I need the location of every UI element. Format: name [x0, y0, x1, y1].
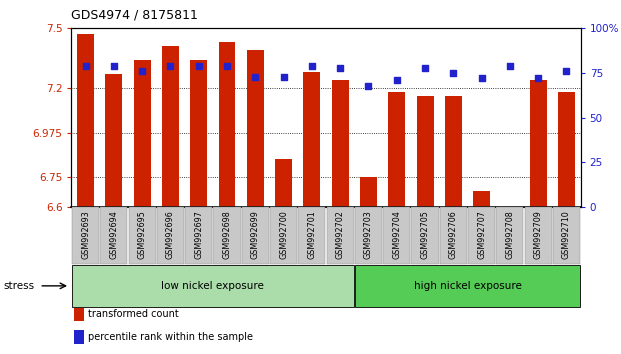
FancyBboxPatch shape [525, 207, 552, 264]
FancyBboxPatch shape [100, 207, 127, 264]
Bar [247, 50, 264, 207]
Point [307, 63, 317, 69]
Text: percentile rank within the sample: percentile rank within the sample [88, 332, 253, 342]
Text: GSM992705: GSM992705 [420, 210, 430, 259]
Bar [304, 72, 320, 207]
Text: stress: stress [3, 281, 34, 291]
Point [392, 77, 402, 83]
Text: GSM992706: GSM992706 [449, 210, 458, 259]
Bar [190, 60, 207, 207]
Point [335, 65, 345, 70]
Text: low nickel exposure: low nickel exposure [161, 281, 265, 291]
Point [165, 63, 175, 69]
Text: GSM992693: GSM992693 [81, 210, 90, 259]
Point [505, 63, 515, 69]
Text: GSM992700: GSM992700 [279, 210, 288, 259]
Text: GSM992709: GSM992709 [533, 210, 543, 259]
Point [81, 63, 91, 69]
Bar [558, 92, 575, 207]
FancyBboxPatch shape [71, 265, 354, 307]
FancyBboxPatch shape [242, 207, 269, 264]
FancyBboxPatch shape [468, 207, 495, 264]
Bar [473, 191, 490, 207]
Text: GSM992704: GSM992704 [392, 210, 401, 259]
Point [222, 63, 232, 69]
FancyBboxPatch shape [129, 207, 156, 264]
Bar [530, 80, 546, 207]
FancyBboxPatch shape [157, 207, 184, 264]
FancyBboxPatch shape [72, 207, 99, 264]
Point [533, 75, 543, 81]
FancyBboxPatch shape [355, 265, 581, 307]
Point [477, 75, 487, 81]
Point [109, 63, 119, 69]
Point [194, 63, 204, 69]
Point [279, 74, 289, 79]
Text: high nickel exposure: high nickel exposure [414, 281, 522, 291]
Point [448, 70, 458, 76]
Bar [134, 60, 151, 207]
Text: GDS4974 / 8175811: GDS4974 / 8175811 [71, 9, 198, 22]
Bar [417, 96, 433, 207]
Bar [360, 177, 377, 207]
Bar [388, 92, 406, 207]
FancyBboxPatch shape [496, 207, 524, 264]
Text: GSM992702: GSM992702 [336, 210, 345, 259]
Text: GSM992710: GSM992710 [562, 210, 571, 259]
FancyBboxPatch shape [553, 207, 580, 264]
Point [250, 74, 260, 79]
Text: GSM992701: GSM992701 [307, 210, 316, 259]
Text: GSM992698: GSM992698 [222, 210, 232, 259]
Bar [162, 46, 179, 207]
Text: GSM992696: GSM992696 [166, 210, 175, 259]
Bar [219, 42, 235, 207]
FancyBboxPatch shape [214, 207, 240, 264]
FancyBboxPatch shape [412, 207, 438, 264]
Text: GSM992699: GSM992699 [251, 210, 260, 259]
Text: GSM992697: GSM992697 [194, 210, 203, 259]
FancyBboxPatch shape [298, 207, 325, 264]
FancyBboxPatch shape [355, 207, 382, 264]
Text: GSM992695: GSM992695 [138, 210, 147, 259]
Bar [75, 307, 84, 321]
Bar [106, 74, 122, 207]
Point [420, 65, 430, 70]
Bar [77, 34, 94, 207]
FancyBboxPatch shape [383, 207, 410, 264]
Point [561, 68, 571, 74]
Point [363, 83, 373, 88]
FancyBboxPatch shape [327, 207, 354, 264]
Text: GSM992703: GSM992703 [364, 210, 373, 259]
FancyBboxPatch shape [185, 207, 212, 264]
FancyBboxPatch shape [440, 207, 467, 264]
Text: transformed count: transformed count [88, 309, 179, 319]
Point [137, 68, 147, 74]
Text: GSM992708: GSM992708 [505, 210, 514, 259]
Bar [332, 80, 348, 207]
Bar [75, 330, 84, 344]
FancyBboxPatch shape [270, 207, 297, 264]
Bar [445, 96, 462, 207]
Bar [275, 159, 292, 207]
Text: GSM992694: GSM992694 [109, 210, 119, 259]
Text: GSM992707: GSM992707 [477, 210, 486, 259]
